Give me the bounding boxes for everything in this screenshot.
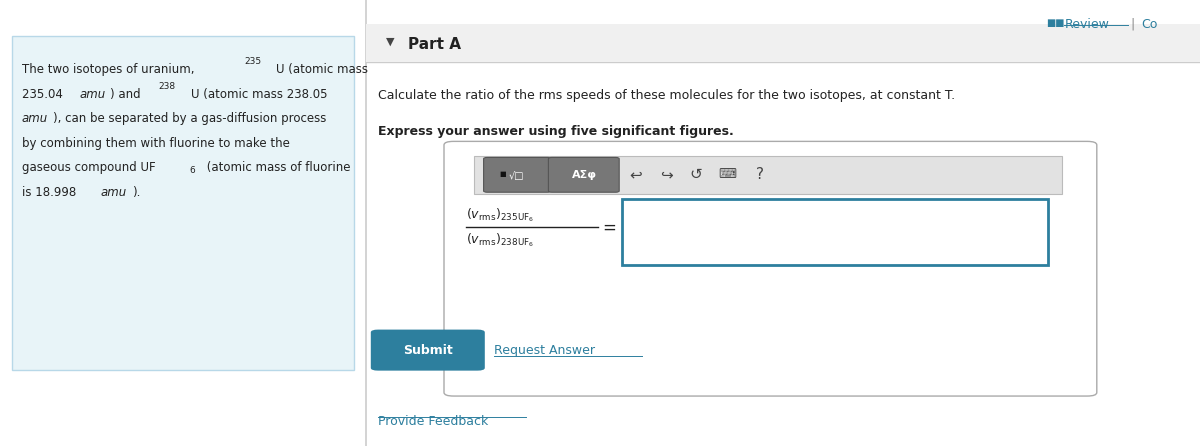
Text: ▼: ▼ [386, 37, 395, 46]
Text: Submit: Submit [403, 343, 454, 357]
Text: 235: 235 [245, 57, 262, 66]
FancyBboxPatch shape [484, 157, 551, 192]
Text: 238: 238 [158, 82, 175, 91]
FancyBboxPatch shape [622, 199, 1048, 265]
FancyBboxPatch shape [548, 157, 619, 192]
Text: ↪: ↪ [660, 167, 672, 182]
Text: |: | [1130, 18, 1135, 31]
Text: Provide Feedback: Provide Feedback [378, 415, 488, 428]
Text: √□: √□ [509, 171, 524, 181]
Text: ■■: ■■ [1046, 18, 1064, 28]
Text: ■: ■ [499, 171, 506, 177]
FancyBboxPatch shape [366, 24, 1200, 62]
Text: $(v_\mathrm{rms})_{235\mathrm{UF}_6}$: $(v_\mathrm{rms})_{235\mathrm{UF}_6}$ [466, 206, 534, 224]
Text: Part A: Part A [408, 37, 461, 52]
Text: ), can be separated by a gas-diffusion process: ), can be separated by a gas-diffusion p… [53, 112, 326, 125]
FancyBboxPatch shape [474, 156, 1062, 194]
FancyBboxPatch shape [444, 141, 1097, 396]
Text: amu: amu [79, 88, 106, 101]
Text: Express your answer using five significant figures.: Express your answer using five significa… [378, 125, 733, 138]
Text: Request Answer: Request Answer [494, 343, 595, 357]
Text: amu: amu [101, 186, 127, 199]
Text: is 18.998: is 18.998 [22, 186, 79, 199]
FancyBboxPatch shape [12, 36, 354, 370]
Text: The two isotopes of uranium,: The two isotopes of uranium, [22, 63, 198, 76]
Text: ?: ? [756, 167, 763, 182]
Text: ) and: ) and [110, 88, 145, 101]
Text: $(v_\mathrm{rms})_{238\mathrm{UF}_6}$: $(v_\mathrm{rms})_{238\mathrm{UF}_6}$ [466, 231, 534, 249]
Text: =: = [602, 219, 617, 236]
Text: ↺: ↺ [690, 167, 702, 182]
Text: U (atomic mass 238.05: U (atomic mass 238.05 [191, 88, 328, 101]
Text: 235.04: 235.04 [22, 88, 66, 101]
Text: Calculate the ratio of the rms speeds of these molecules for the two isotopes, a: Calculate the ratio of the rms speeds of… [378, 89, 955, 102]
Text: gaseous compound UF: gaseous compound UF [22, 161, 155, 174]
Text: ⌨: ⌨ [718, 168, 736, 182]
FancyBboxPatch shape [371, 330, 485, 371]
Text: ).: ). [132, 186, 140, 199]
Text: 6: 6 [190, 166, 196, 175]
Text: (atomic mass of fluorine: (atomic mass of fluorine [203, 161, 350, 174]
Text: Co: Co [1141, 18, 1158, 31]
Text: U (atomic mass: U (atomic mass [276, 63, 368, 76]
Text: Review: Review [1064, 18, 1109, 31]
Text: ↩: ↩ [630, 167, 642, 182]
Text: by combining them with fluorine to make the: by combining them with fluorine to make … [22, 137, 289, 150]
Text: amu: amu [22, 112, 48, 125]
Text: AΣφ: AΣφ [572, 170, 596, 180]
